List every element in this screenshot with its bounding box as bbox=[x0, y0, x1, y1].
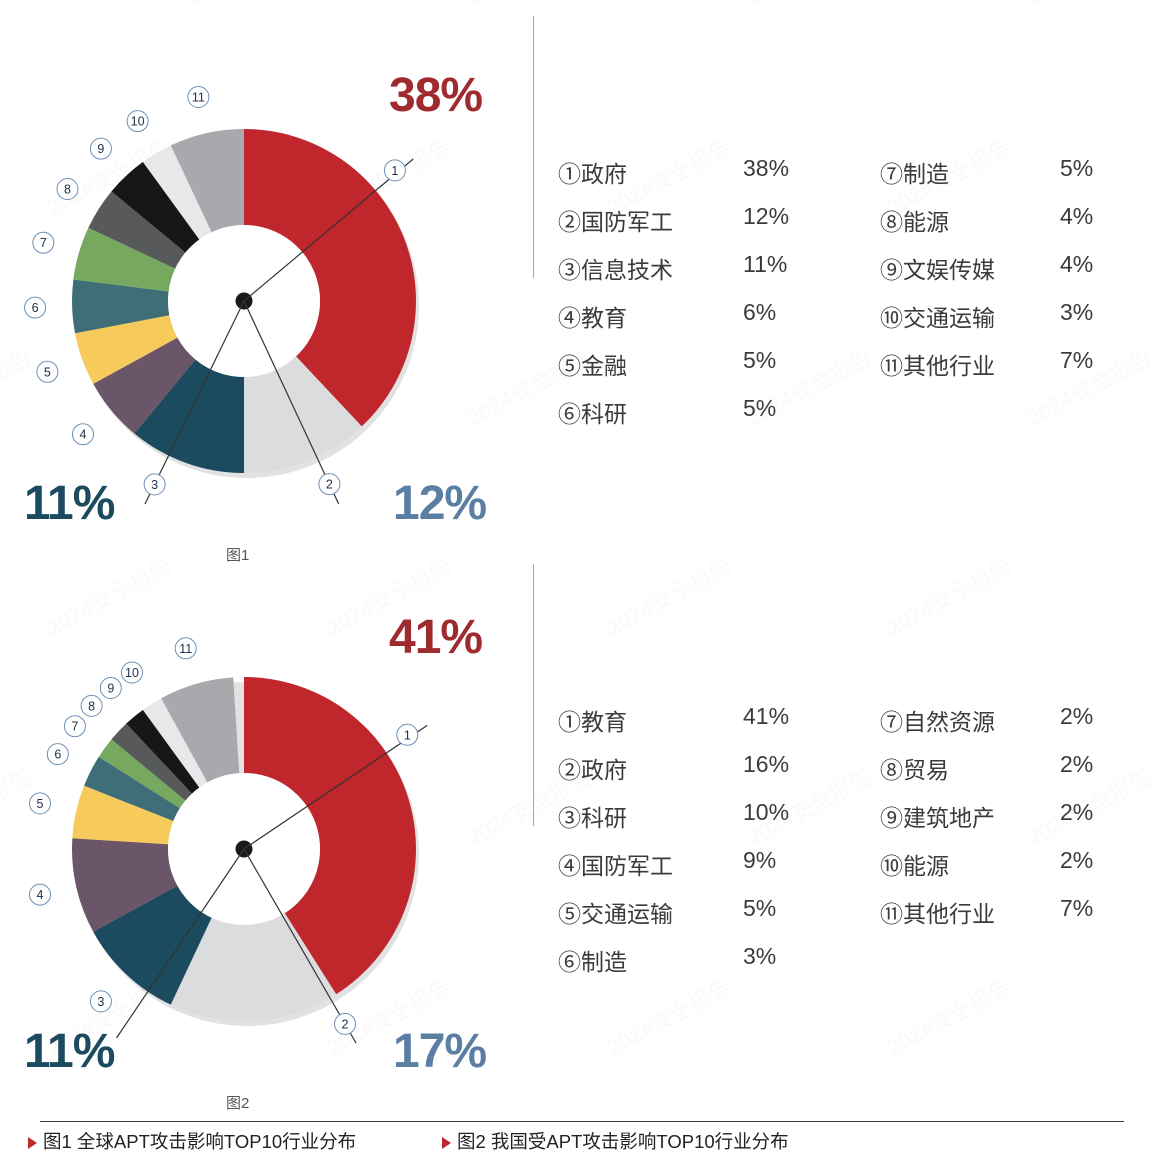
svg-text:3: 3 bbox=[97, 995, 104, 1009]
svg-text:8: 8 bbox=[64, 183, 71, 197]
svg-text:5: 5 bbox=[37, 797, 44, 811]
svg-text:10: 10 bbox=[125, 666, 139, 680]
svg-text:2: 2 bbox=[326, 478, 333, 492]
svg-text:4: 4 bbox=[37, 888, 44, 902]
svg-text:2: 2 bbox=[342, 1017, 349, 1031]
svg-text:3: 3 bbox=[151, 478, 158, 492]
svg-text:8: 8 bbox=[88, 699, 95, 713]
svg-text:10: 10 bbox=[131, 115, 145, 129]
svg-text:1: 1 bbox=[404, 728, 411, 742]
svg-text:9: 9 bbox=[97, 142, 104, 156]
svg-text:7: 7 bbox=[71, 720, 78, 734]
svg-text:1: 1 bbox=[391, 164, 398, 178]
svg-text:7: 7 bbox=[40, 236, 47, 250]
svg-text:9: 9 bbox=[107, 682, 114, 696]
svg-text:6: 6 bbox=[54, 748, 61, 762]
svg-text:4: 4 bbox=[80, 428, 87, 442]
svg-text:6: 6 bbox=[32, 301, 39, 315]
svg-text:5: 5 bbox=[44, 365, 51, 379]
svg-text:11: 11 bbox=[179, 642, 192, 656]
svg-text:11: 11 bbox=[192, 91, 205, 105]
